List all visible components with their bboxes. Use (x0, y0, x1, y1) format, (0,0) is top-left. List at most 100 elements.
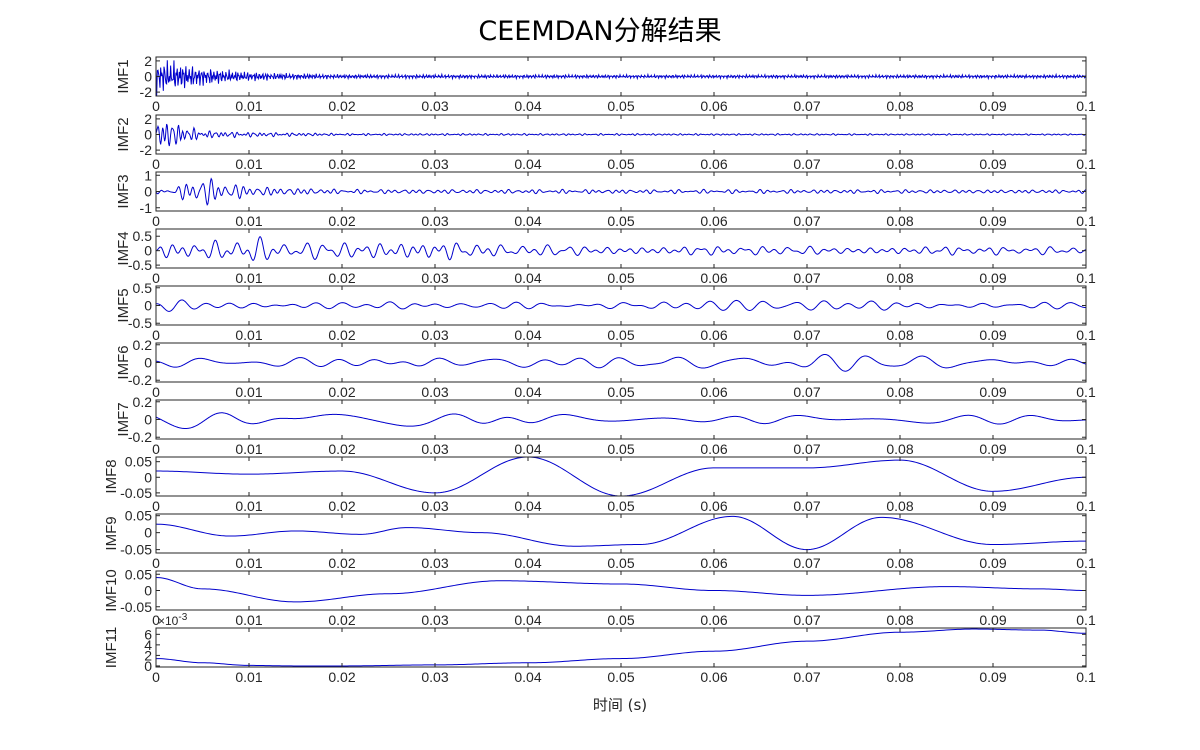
x-tick-label: 0.09 (979, 213, 1006, 229)
y-tick-label: 0 (144, 469, 152, 485)
x-tick-label: 0.03 (421, 327, 448, 343)
y-tick-label: 0.2 (133, 337, 153, 353)
y-tick-label: 0 (144, 127, 152, 143)
y-axis-label: IMF9 (103, 516, 120, 550)
x-tick-label: 0.02 (328, 669, 355, 685)
x-tick-label: 0.03 (421, 156, 448, 172)
x-tick-label: 0.04 (514, 555, 541, 571)
x-tick-label: 0.01 (235, 384, 262, 400)
x-tick-label: 0.02 (328, 327, 355, 343)
x-tick-label: 0.06 (700, 327, 727, 343)
x-tick-label: 0.09 (979, 270, 1006, 286)
x-tick-label: 0.07 (793, 384, 820, 400)
x-tick-label: 0.04 (514, 612, 541, 628)
x-tick-label: 0 (152, 441, 160, 457)
x-tick-label: 0 (152, 327, 160, 343)
x-tick-label: 0.07 (793, 270, 820, 286)
y-tick-label: -0.05 (120, 542, 152, 558)
x-tick-label: 0 (152, 384, 160, 400)
figure-title: CEEMDAN分解结果 (478, 16, 721, 47)
x-tick-label: 0.09 (979, 327, 1006, 343)
x-tick-label: 0.05 (607, 669, 634, 685)
x-tick-label: 0.03 (421, 213, 448, 229)
x-tick-label: 0.1 (1076, 612, 1096, 628)
imf-series-line (155, 123, 1087, 147)
axes-box (155, 399, 1087, 440)
y-tick-label: 2 (144, 53, 152, 69)
x-tick-label: 0.08 (886, 669, 913, 685)
x-tick-label: 0.09 (979, 98, 1006, 114)
x-tick-label: 0.04 (514, 156, 541, 172)
x-tick-label: 0.1 (1076, 498, 1096, 514)
y-axis-label: IMF6 (115, 345, 132, 379)
x-axis-label: 时间 (s) (593, 696, 647, 714)
x-tick-label: 0.05 (607, 270, 634, 286)
y-axis-label: IMF5 (115, 288, 132, 322)
x-tick-label: 0.04 (514, 98, 541, 114)
x-tick-label: 0.01 (235, 669, 262, 685)
y-tick-label: 6 (144, 626, 152, 642)
y-tick-label: 0.05 (125, 566, 152, 582)
axes-box (155, 513, 1087, 554)
x-tick-label: 0.05 (607, 612, 634, 628)
x-tick-label: 0.08 (886, 384, 913, 400)
y-tick-label: -1 (140, 200, 153, 216)
x-tick-label: 0.06 (700, 555, 727, 571)
x-tick-label: 0.06 (700, 441, 727, 457)
subplot-imf3: 0 0.01 0.02 0.03 0.04 0.05 0.06 0.07 0.08 0.09 0.1… (115, 167, 1096, 229)
x-tick-label: 0.05 (607, 498, 634, 514)
x-tick-label: 0.08 (886, 156, 913, 172)
x-tick-label: 0.02 (328, 555, 355, 571)
x-tick-label: 0.04 (514, 669, 541, 685)
axes-box (155, 228, 1087, 269)
subplot-imf6: 0 0.01 0.02 0.03 0.04 0.05 0.06 0.07 0.08 0.09 0.1… (115, 337, 1096, 400)
x-tick-label: 0.08 (886, 270, 913, 286)
x-tick-label: 0 (152, 612, 160, 628)
subplot-imf4: 0 0.01 0.02 0.03 0.04 0.05 0.06 0.07 0.08 0.09 0.1… (115, 228, 1096, 286)
x-tick-label: 0 (152, 498, 160, 514)
y-tick-label: -0.5 (128, 315, 152, 331)
y-tick-label: -0.2 (128, 372, 152, 388)
x-tick-label: 0.08 (886, 441, 913, 457)
y-axis-label: IMF3 (115, 174, 132, 208)
x-tick-label: 0.01 (235, 270, 262, 286)
imf-series-line (156, 456, 1087, 497)
x-tick-label: 0.09 (979, 669, 1006, 685)
y-tick-label: 0 (144, 583, 152, 599)
x-tick-label: 0.01 (235, 156, 262, 172)
x-tick-label: 0.06 (700, 270, 727, 286)
x-tick-label: 0.05 (607, 441, 634, 457)
x-tick-label: 0.01 (235, 555, 262, 571)
y-tick-label: -0.05 (120, 599, 152, 615)
x-tick-label: 0.05 (607, 384, 634, 400)
x-tick-label: 0.06 (700, 498, 727, 514)
x-tick-label: 0 (152, 270, 160, 286)
x-tick-label: 0.09 (979, 612, 1006, 628)
y-tick-label: 0.5 (133, 280, 153, 296)
x-tick-label: 0.06 (700, 669, 727, 685)
x-tick-label: 0.1 (1076, 98, 1096, 114)
imf-series-line (155, 60, 1087, 96)
y-axis-label: IMF2 (115, 117, 132, 151)
x-tick-label: 0.05 (607, 555, 634, 571)
x-tick-label: 0.07 (793, 213, 820, 229)
x-tick-label: 0.08 (886, 612, 913, 628)
x-tick-label: 0.04 (514, 270, 541, 286)
x-tick-label: 0.07 (793, 555, 820, 571)
x-tick-label: 0.08 (886, 555, 913, 571)
subplot-stack: 0 0.01 0.02 0.03 0.04 0.05 0.06 0.07 0.08 0.09 0.1… (103, 53, 1096, 685)
subplot-imf8: 0 0.01 0.02 0.03 0.04 0.05 0.06 0.07 0.08 0.09 0.1… (103, 454, 1096, 514)
x-tick-label: 0.03 (421, 555, 448, 571)
x-tick-label: 0.09 (979, 384, 1006, 400)
x-tick-label: 0.08 (886, 98, 913, 114)
x-tick-label: 0.08 (886, 213, 913, 229)
imf-series-line (155, 577, 1087, 603)
y-tick-label: 0 (144, 69, 152, 85)
imf-series-line (155, 236, 1087, 261)
y-axis-label: IMF7 (115, 402, 132, 436)
x-tick-label: 0.02 (328, 270, 355, 286)
x-tick-label: 0.01 (235, 498, 262, 514)
x-tick-label: 0.1 (1076, 384, 1096, 400)
subplot-imf1: 0 0.01 0.02 0.03 0.04 0.05 0.06 0.07 0.08 0.09 0.1… (115, 53, 1096, 114)
